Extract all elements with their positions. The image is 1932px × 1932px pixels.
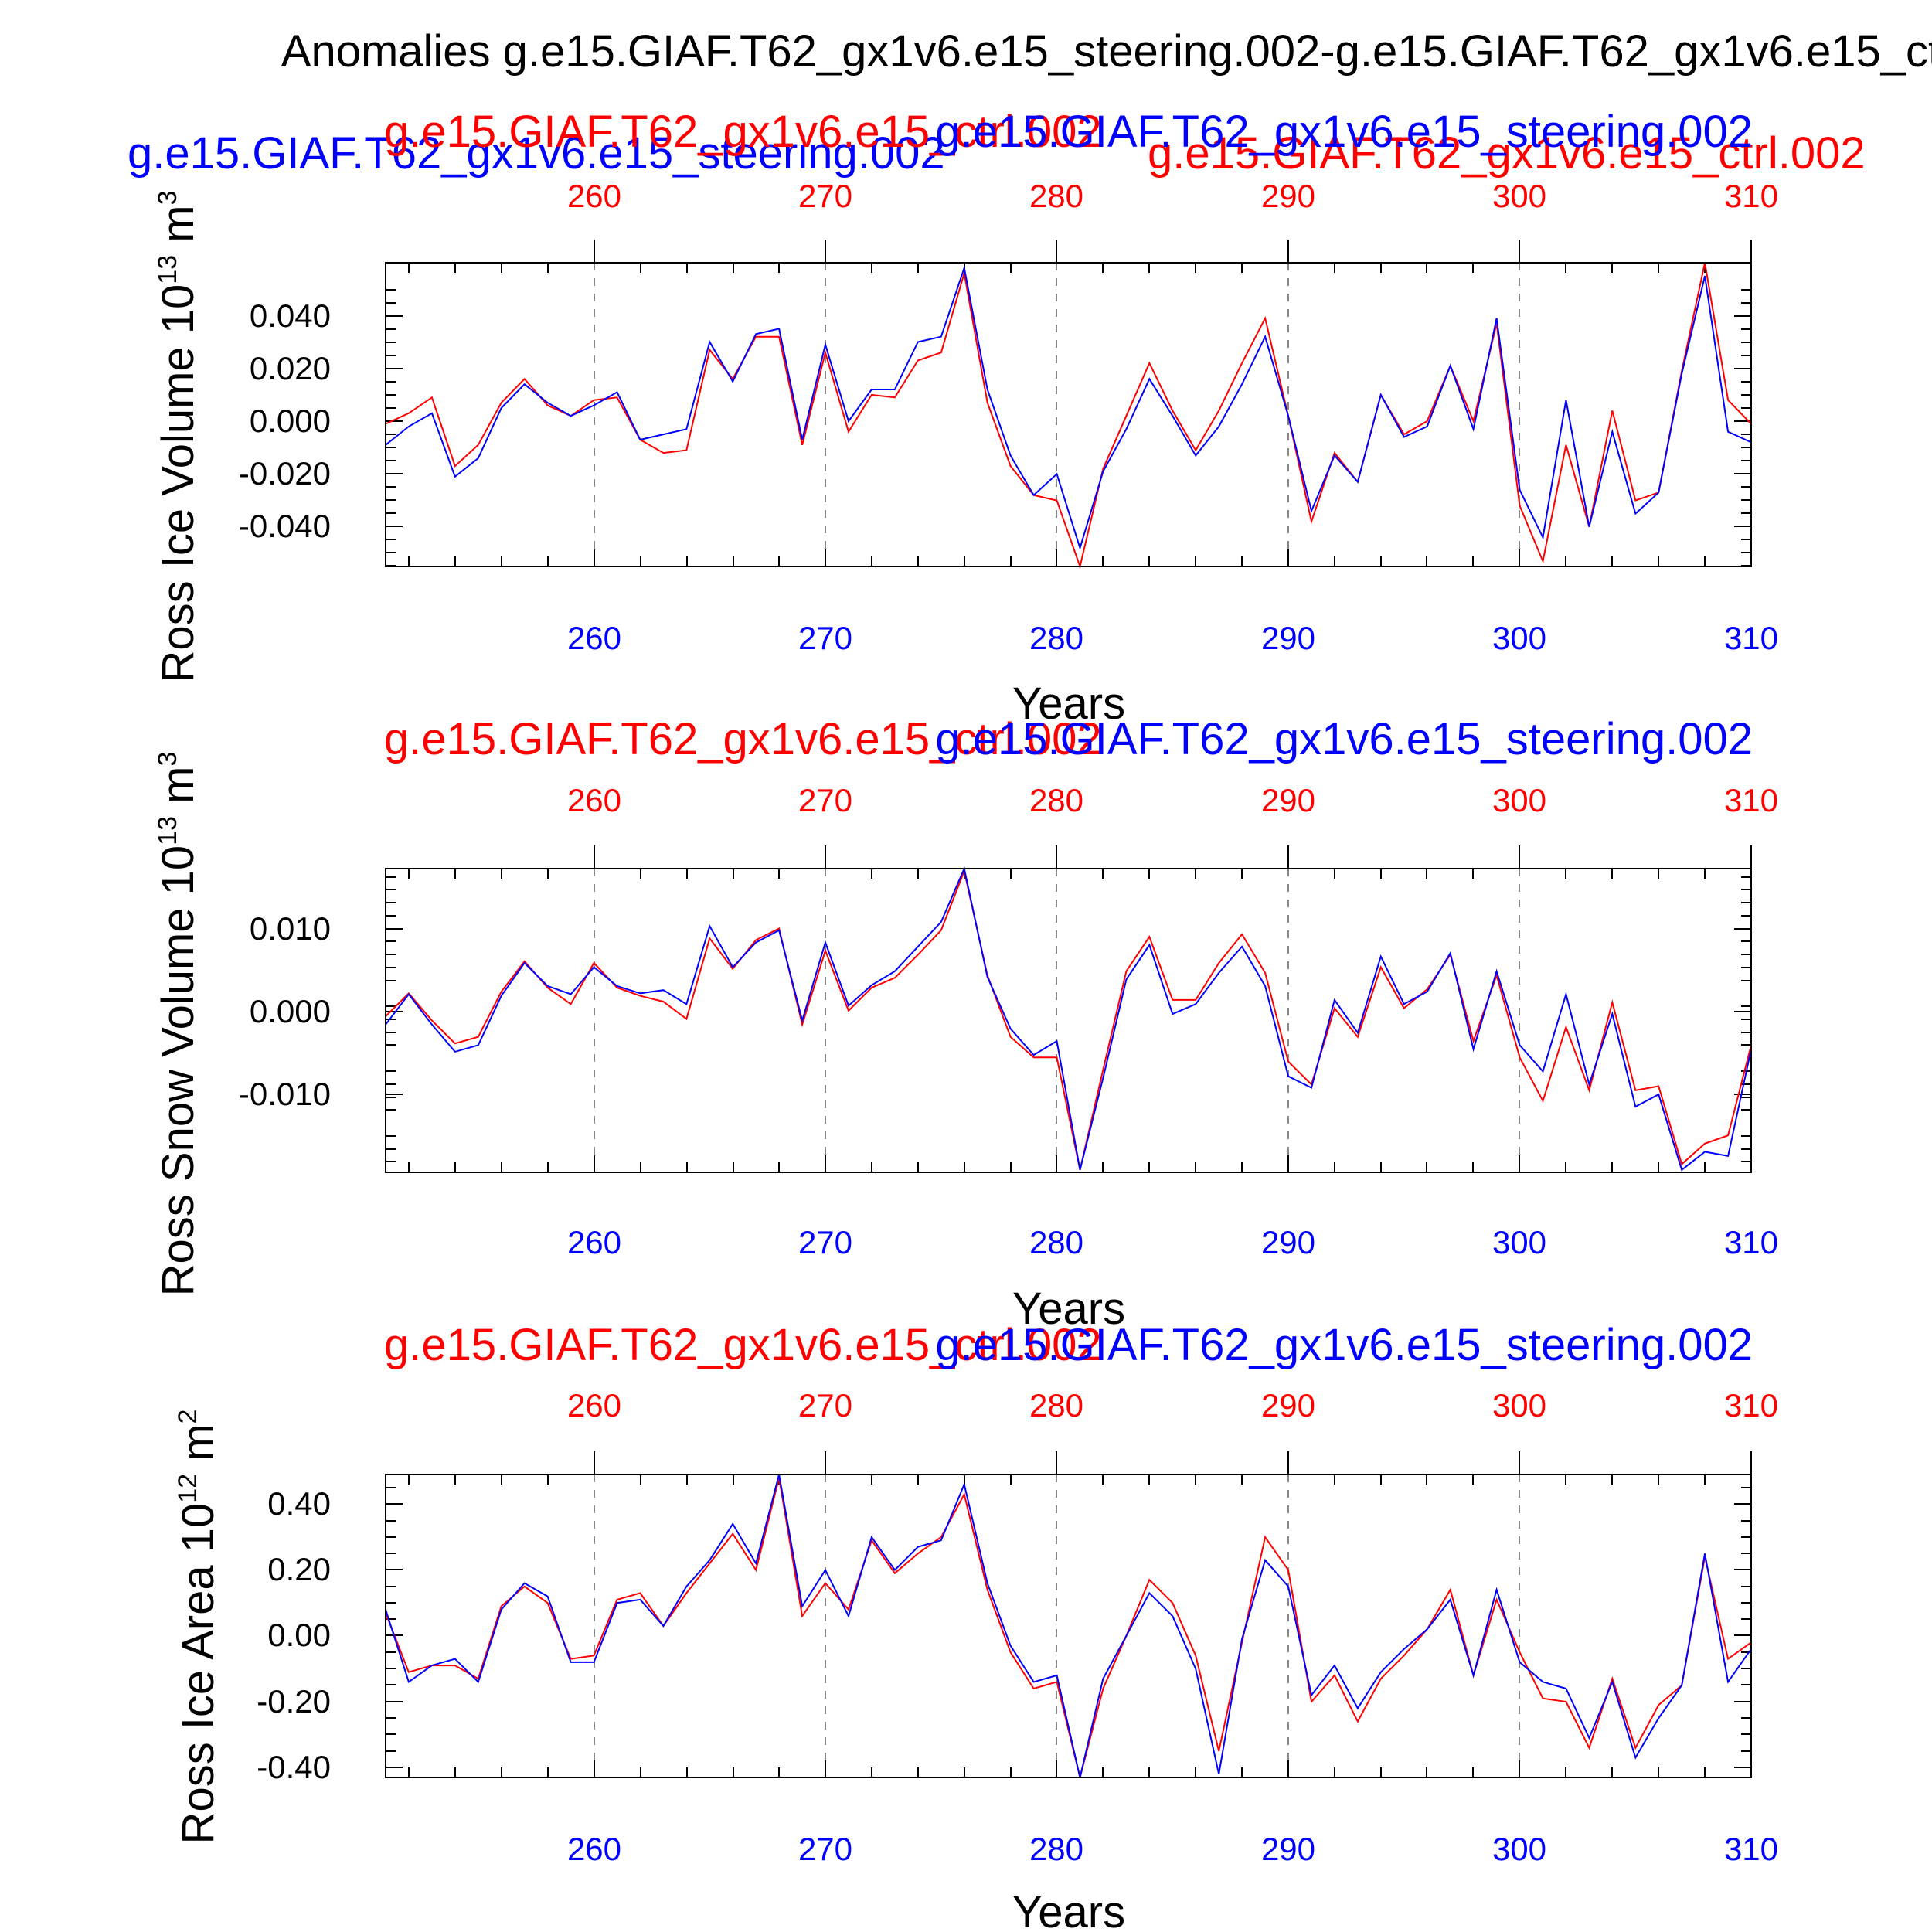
panel-3-y-axis-label: Ross Ice Area 1012 m2: [173, 1410, 223, 1845]
panel-2-bottom-tick-label: 280: [1029, 1224, 1083, 1260]
panel-1-top-tick-label: 300: [1492, 178, 1546, 214]
panel-2-top-tick-label: 310: [1724, 782, 1778, 818]
panel-2-ytick-label: 0.000: [250, 993, 331, 1029]
panel-3-top-tick-label: 310: [1724, 1387, 1778, 1423]
panel-1-major-ticks: [386, 240, 1752, 566]
panel-1-bottom-tick-label: 310: [1724, 620, 1778, 656]
panel-1-y-axis-label: Ross Ice Volume 1013 m3: [153, 190, 203, 682]
panel-3-top-tick-label: 290: [1261, 1387, 1315, 1423]
panel-3-grid: [594, 1475, 1520, 1777]
panel-1-top-tick-label: 260: [567, 178, 621, 214]
panel-1-extra-title-ctrl: g.e15.GIAF.T62_gx1v6.e15_ctrl.002: [1148, 128, 1866, 179]
panel-3-yticklabels: 0.40 0.20 0.00 -0.20 -0.40: [257, 1485, 331, 1785]
panel-snow-volume: g.e15.GIAF.T62_gx1v6.e15_ctrl.002 g.e15.…: [153, 714, 1778, 1334]
panel-1-ytick-label: 0.000: [250, 403, 331, 439]
panel-2-top-tick-label: 270: [798, 782, 852, 818]
panel-3-ytick-label: -0.40: [257, 1749, 331, 1785]
panel-1-plot-frame: [385, 262, 1752, 567]
panel-1-grid: [594, 263, 1520, 566]
panel-3-minor-ticks: [386, 1475, 1751, 1777]
panel-1-bottom-ticklabels: 260 270 280 290 300 310: [567, 620, 1778, 656]
panel-1-title-ctrl: g.e15.GIAF.T62_gx1v6.e15_ctrl.002: [384, 107, 1102, 157]
panel-2-top-tick-label: 290: [1261, 782, 1315, 818]
panel-3-top-tick-label: 260: [567, 1387, 621, 1423]
panel-3-title-ctrl: g.e15.GIAF.T62_gx1v6.e15_ctrl.002: [384, 1320, 1102, 1370]
panel-1-bottom-tick-label: 260: [567, 620, 621, 656]
panel-2-bottom-tick-label: 310: [1724, 1224, 1778, 1260]
panel-1-top-ticklabels: 260 270 280 290 300 310: [567, 178, 1778, 214]
panel-2-major-ticks: [386, 845, 1752, 1172]
panel-1-ytick-label: 0.040: [250, 298, 331, 334]
panel-2-top-tick-label: 280: [1029, 782, 1083, 818]
panel-2-y-axis-label: Ross Snow Volume 1013 m3: [153, 752, 203, 1297]
panel-3-top-tick-label: 270: [798, 1387, 852, 1423]
panel-2-ytick-label: 0.010: [250, 910, 331, 947]
panel-1-top-tick-label: 290: [1261, 178, 1315, 214]
panel-1-yticklabels: 0.040 0.020 0.000 -0.020 -0.040: [239, 298, 331, 544]
panel-1-bottom-tick-label: 300: [1492, 620, 1546, 656]
panel-3-ytick-label: 0.00: [267, 1617, 331, 1653]
panel-3-plot-frame: [385, 1474, 1752, 1778]
panel-1-top-tick-label: 270: [798, 178, 852, 214]
panel-2-top-tick-label: 300: [1492, 782, 1546, 818]
panel-3-ytick-label: -0.20: [257, 1683, 331, 1719]
panel-1-bottom-tick-label: 290: [1261, 620, 1315, 656]
panel-3-major-ticks: [386, 1451, 1752, 1777]
panel-1-title-steering: g.e15.GIAF.T62_gx1v6.e15_steering.002: [935, 107, 1753, 157]
panel-2-bottom-ticklabels: 260 270 280 290 300 310: [567, 1224, 1778, 1260]
panel-2-top-ticklabels: 260 270 280 290 300 310: [567, 782, 1778, 818]
panel-3-ytick-label: 0.40: [267, 1485, 331, 1522]
panel-3-ytick-label: 0.20: [267, 1551, 331, 1587]
panel-2-bottom-tick-label: 290: [1261, 1224, 1315, 1260]
panel-2-title-steering: g.e15.GIAF.T62_gx1v6.e15_steering.002: [935, 714, 1753, 764]
panel-1-ytick-label: 0.020: [250, 350, 331, 386]
panel-3-bottom-tick-label: 310: [1724, 1831, 1778, 1867]
panel-2-ytick-label: -0.010: [239, 1076, 331, 1112]
panel-3-top-ticklabels: 260 270 280 290 300 310: [567, 1387, 1778, 1423]
panel-1-ytick-label: -0.020: [239, 455, 331, 492]
panel-ice-area: g.e15.GIAF.T62_gx1v6.e15_ctrl.002 g.e15.…: [173, 1320, 1778, 1932]
panel-2-bottom-tick-label: 300: [1492, 1224, 1546, 1260]
panel-3-top-tick-label: 280: [1029, 1387, 1083, 1423]
panel-2-plot-frame: [385, 868, 1752, 1173]
panel-2-x-axis-label: Years: [1012, 1284, 1125, 1334]
panel-3-x-axis-label: Years: [1012, 1887, 1125, 1932]
panel-2-top-tick-label: 260: [567, 782, 621, 818]
panel-3-bottom-tick-label: 270: [798, 1831, 852, 1867]
panel-1-bottom-tick-label: 280: [1029, 620, 1083, 656]
panel-1-top-tick-label: 280: [1029, 178, 1083, 214]
panel-1-line-steering: [385, 264, 1752, 551]
panel-2-bottom-tick-label: 260: [567, 1224, 621, 1260]
panel-3-top-tick-label: 300: [1492, 1387, 1546, 1423]
panel-2-line-ctrl: [385, 868, 1752, 1171]
panel-2-minor-ticks: [386, 869, 1751, 1172]
main-title: Anomalies g.e15.GIAF.T62_gx1v6.e15_steer…: [281, 26, 1932, 77]
panel-2-line-steering: [385, 866, 1752, 1172]
panel-3-bottom-tick-label: 290: [1261, 1831, 1315, 1867]
panel-3-line-steering: [385, 1474, 1752, 1778]
panel-1-ytick-label: -0.040: [239, 508, 331, 544]
panel-2-yticklabels: 0.010 0.000 -0.010: [239, 910, 331, 1112]
panel-3-line-ctrl: [385, 1478, 1752, 1778]
panel-1-x-axis-label: Years: [1012, 679, 1125, 729]
panel-2-grid: [594, 869, 1520, 1172]
panel-1-line-ctrl: [385, 262, 1752, 570]
panel-1-minor-ticks: [386, 263, 1751, 566]
panel-3-bottom-tick-label: 260: [567, 1831, 621, 1867]
panel-3-title-steering: g.e15.GIAF.T62_gx1v6.e15_steering.002: [935, 1320, 1753, 1370]
panel-1-extra-title-steering: g.e15.GIAF.T62_gx1v6.e15_steering.002: [128, 128, 945, 179]
panel-3-bottom-tick-label: 300: [1492, 1831, 1546, 1867]
panel-2-bottom-tick-label: 270: [798, 1224, 852, 1260]
panel-ice-volume: g.e15.GIAF.T62_gx1v6.e15_steering.002 g.…: [128, 107, 1866, 729]
panel-3-bottom-tick-label: 280: [1029, 1831, 1083, 1867]
panel-1-top-tick-label: 310: [1724, 178, 1778, 214]
panel-2-title-ctrl: g.e15.GIAF.T62_gx1v6.e15_ctrl.002: [384, 714, 1102, 764]
panel-3-bottom-ticklabels: 260 270 280 290 300 310: [567, 1831, 1778, 1867]
panel-1-bottom-tick-label: 270: [798, 620, 852, 656]
